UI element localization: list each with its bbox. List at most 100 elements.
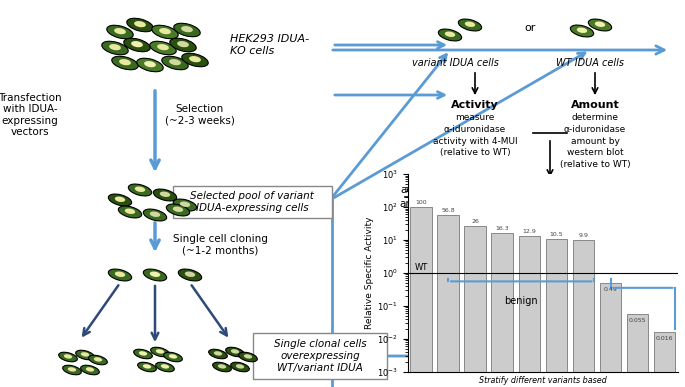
Ellipse shape <box>115 197 125 202</box>
Ellipse shape <box>588 19 612 31</box>
Ellipse shape <box>143 209 166 221</box>
Ellipse shape <box>156 349 164 354</box>
Ellipse shape <box>179 202 190 207</box>
Ellipse shape <box>161 364 169 368</box>
Ellipse shape <box>173 207 183 212</box>
Ellipse shape <box>173 199 197 211</box>
Ellipse shape <box>236 364 244 368</box>
Ellipse shape <box>465 22 475 27</box>
Ellipse shape <box>150 272 160 277</box>
Ellipse shape <box>169 354 177 359</box>
Ellipse shape <box>231 362 249 372</box>
Text: Transfection
with IDUA-
expressing
vectors: Transfection with IDUA- expressing vecto… <box>0 92 62 137</box>
Text: measure
α-iduronidase
activity with 4-MUI
(relative to WT): measure α-iduronidase activity with 4-MU… <box>433 113 517 158</box>
X-axis label: Stratify different variants based
on specific activity (relative to WT): Stratify different variants based on spe… <box>473 376 612 387</box>
Ellipse shape <box>150 41 176 55</box>
Ellipse shape <box>112 56 138 70</box>
Text: activity: activity <box>401 185 439 195</box>
Ellipse shape <box>151 347 169 357</box>
Text: amount: amount <box>400 199 440 209</box>
Ellipse shape <box>108 269 132 281</box>
Text: Single cell cloning
(~1-2 months): Single cell cloning (~1-2 months) <box>173 234 267 256</box>
Ellipse shape <box>152 25 178 39</box>
Ellipse shape <box>128 184 151 196</box>
Text: variant IDUA cells: variant IDUA cells <box>412 58 499 68</box>
Bar <box>464 226 486 387</box>
Ellipse shape <box>169 59 181 65</box>
Ellipse shape <box>182 53 208 67</box>
Ellipse shape <box>86 367 94 372</box>
Ellipse shape <box>64 354 72 359</box>
Bar <box>653 332 675 387</box>
Ellipse shape <box>135 187 145 192</box>
Text: determine
α-iduronidase
amount by
western blot
(relative to WT): determine α-iduronidase amount by wester… <box>560 113 630 169</box>
Ellipse shape <box>75 350 95 360</box>
Ellipse shape <box>162 56 188 70</box>
Text: benign: benign <box>504 296 538 306</box>
Ellipse shape <box>138 362 156 372</box>
Ellipse shape <box>212 362 232 372</box>
Ellipse shape <box>125 209 135 214</box>
Ellipse shape <box>62 365 82 375</box>
Ellipse shape <box>155 362 175 372</box>
Text: 100: 100 <box>415 200 427 205</box>
Text: WT: WT <box>414 263 427 272</box>
Ellipse shape <box>166 204 190 216</box>
Ellipse shape <box>159 28 171 34</box>
Ellipse shape <box>170 38 196 52</box>
Ellipse shape <box>185 272 195 277</box>
Ellipse shape <box>137 58 163 72</box>
Ellipse shape <box>81 352 89 356</box>
Bar <box>491 233 513 387</box>
Bar <box>437 215 459 387</box>
Text: or: or <box>524 23 536 33</box>
Ellipse shape <box>150 212 160 217</box>
Ellipse shape <box>225 347 245 357</box>
Ellipse shape <box>178 269 201 281</box>
Text: Single clonal cells
overexpressing
WT/variant IDUA: Single clonal cells overexpressing WT/va… <box>274 339 366 373</box>
Ellipse shape <box>127 18 153 32</box>
Bar <box>573 240 595 387</box>
Bar <box>627 314 649 387</box>
Ellipse shape <box>143 269 166 281</box>
Ellipse shape <box>164 352 182 362</box>
Ellipse shape <box>107 25 133 39</box>
Text: Amount: Amount <box>571 100 619 110</box>
Ellipse shape <box>59 352 77 362</box>
Ellipse shape <box>238 352 258 362</box>
Ellipse shape <box>218 364 226 368</box>
Text: Activity: Activity <box>451 100 499 110</box>
Text: WT IDUA cells: WT IDUA cells <box>556 58 624 68</box>
Ellipse shape <box>571 25 594 37</box>
Y-axis label: Relative Specific Activity: Relative Specific Activity <box>365 217 374 329</box>
Ellipse shape <box>577 27 587 33</box>
Ellipse shape <box>134 349 152 359</box>
Text: 0.055: 0.055 <box>629 319 647 324</box>
Ellipse shape <box>119 206 142 218</box>
Bar <box>545 239 567 387</box>
Ellipse shape <box>458 19 482 31</box>
Text: =: = <box>442 190 452 204</box>
Ellipse shape <box>139 351 147 356</box>
Ellipse shape <box>189 56 201 62</box>
Bar <box>599 283 621 387</box>
Ellipse shape <box>124 38 150 52</box>
Ellipse shape <box>244 354 252 359</box>
Text: Selected pool of variant
IDUA-expressing cells: Selected pool of variant IDUA-expressing… <box>190 191 314 213</box>
Ellipse shape <box>88 355 108 365</box>
Ellipse shape <box>81 365 99 375</box>
Text: 56.8: 56.8 <box>441 208 455 213</box>
FancyBboxPatch shape <box>253 333 387 379</box>
Ellipse shape <box>134 21 146 27</box>
Text: Selection
(~2-3 weeks): Selection (~2-3 weeks) <box>165 104 235 126</box>
Text: 0.49: 0.49 <box>603 287 617 292</box>
Ellipse shape <box>144 61 156 67</box>
Ellipse shape <box>214 351 222 356</box>
Ellipse shape <box>109 44 121 50</box>
Text: 9.9: 9.9 <box>578 233 588 238</box>
Ellipse shape <box>181 26 193 32</box>
Ellipse shape <box>119 59 131 65</box>
Ellipse shape <box>153 189 177 201</box>
Ellipse shape <box>595 22 605 27</box>
Text: HEK293 IDUA-
KO cells: HEK293 IDUA- KO cells <box>230 34 309 56</box>
